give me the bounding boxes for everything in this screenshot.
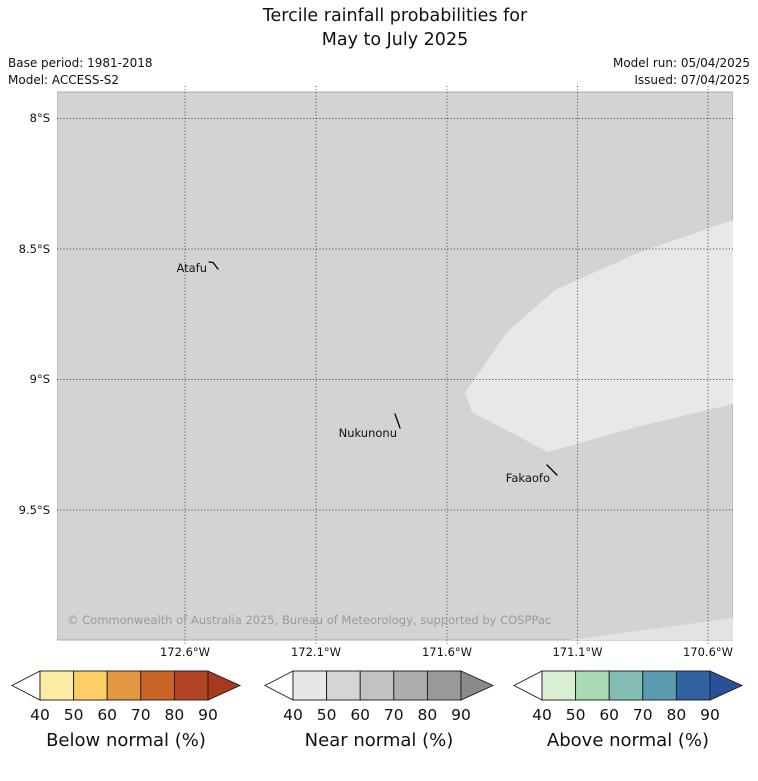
place-label-nukunonu: Nukunonu — [339, 426, 397, 440]
colorbar-segment — [106, 670, 142, 701]
lat-tick-8s: 8°S — [29, 111, 50, 125]
legend-tick: 40 — [30, 706, 50, 724]
lon-tick-172-1w: 172.1°W — [290, 645, 342, 659]
contour-region-light-sliver — [570, 618, 733, 640]
legend-tick: 50 — [316, 706, 337, 724]
title-line-2: May to July 2025 — [321, 30, 469, 50]
colorbar-segment — [173, 670, 209, 701]
legend-tick: 80 — [666, 706, 687, 724]
model-text: Model: ACCESS-S2 — [8, 72, 120, 87]
legend-tick: 90 — [451, 706, 471, 724]
colorbar-right-arrow-icon — [460, 670, 495, 701]
legend-tick: 70 — [632, 706, 653, 724]
legend-tick: 90 — [198, 706, 218, 724]
colorbar-segment — [292, 670, 328, 701]
legend-below-normal-colorbar — [11, 670, 242, 701]
lon-tick-171-1w: 171.1°W — [552, 645, 603, 659]
legend-tick: 70 — [130, 706, 151, 724]
legend-tick: 60 — [97, 706, 118, 724]
colorbar-left-arrow-icon — [513, 670, 543, 701]
issued-text: Issued: 07/04/2025 — [634, 72, 750, 87]
colorbar-left-arrow-icon — [264, 670, 294, 701]
legend-tick: 90 — [700, 706, 720, 724]
legend-tick: 70 — [383, 706, 404, 724]
place-label-fakaofo: Fakaofo — [506, 471, 550, 485]
legend-tick: 50 — [565, 706, 586, 724]
colorbar-segment — [326, 670, 361, 701]
colorbar-segment — [426, 670, 462, 701]
colorbar-segment — [359, 670, 395, 701]
legend-tick: 50 — [63, 706, 84, 724]
colorbar-segment — [140, 670, 175, 701]
legend-above-normal: 40 50 60 70 80 90 Above normal (%) — [512, 670, 756, 758]
place-label-atafu: Atafu — [176, 261, 207, 275]
lon-tick-172-6w: 172.6°W — [159, 645, 211, 659]
contour-region-light-wedge — [465, 220, 733, 452]
fakaofo-marker-icon — [546, 464, 558, 476]
legend-near-normal-colorbar — [264, 670, 495, 701]
colorbar-segment — [39, 670, 75, 701]
colorbar-right-arrow-icon — [709, 670, 744, 701]
lat-tick-9-5s: 9.5°S — [18, 503, 50, 517]
legend-tick: 80 — [417, 706, 438, 724]
colorbar-segment — [575, 670, 610, 701]
legend-tick: 80 — [164, 706, 185, 724]
legend-tick: 40 — [532, 706, 552, 724]
colorbar-segment — [541, 670, 577, 701]
legend-near-normal: 40 50 60 70 80 90 Near normal (%) — [263, 670, 507, 758]
nukunonu-marker-icon — [394, 413, 401, 429]
meta-left: Base period: 1981-2018 Model: ACCESS-S2 — [8, 55, 153, 88]
atoll-markers — [208, 261, 558, 476]
legend-below-normal-title: Below normal (%) — [46, 730, 206, 751]
legend-above-normal-colorbar — [513, 670, 744, 701]
colorbar-segment — [642, 670, 677, 701]
lat-tick-9s: 9°S — [29, 372, 50, 386]
atafu-marker-icon — [208, 261, 219, 270]
base-period-text: Base period: 1981-2018 — [8, 56, 153, 70]
page-title: Tercile rainfall probabilities for May t… — [57, 4, 733, 52]
colorbar-segment — [675, 670, 711, 701]
legend-above-normal-title: Above normal (%) — [546, 730, 710, 751]
legend-tick: 40 — [283, 706, 303, 724]
lat-tick-8-5s: 8.5°S — [18, 242, 50, 256]
colorbar-left-arrow-icon — [11, 670, 41, 701]
legend-below-normal: 40 50 60 70 80 90 Below normal (%) — [10, 670, 254, 758]
copyright-text: © Commonwealth of Australia 2025, Bureau… — [67, 613, 551, 627]
legend-near-normal-title: Near normal (%) — [304, 730, 454, 751]
graticule-meridians — [184, 86, 709, 646]
map-canvas: Atafu Nukunonu Fakaofo © Commonwealth of… — [57, 86, 733, 646]
colorbar-segment — [393, 670, 428, 701]
colorbar-segment — [608, 670, 644, 701]
title-line-1: Tercile rainfall probabilities for — [262, 6, 528, 26]
legend-tick: 60 — [350, 706, 371, 724]
legend-tick: 60 — [599, 706, 620, 724]
lon-tick-170-6w: 170.6°W — [682, 645, 734, 659]
meta-right: Model run: 05/04/2025 Issued: 07/04/2025 — [613, 55, 750, 88]
colorbar-right-arrow-icon — [207, 670, 242, 701]
model-run-text: Model run: 05/04/2025 — [612, 56, 750, 70]
colorbar-segment — [73, 670, 108, 701]
lon-tick-171-6w: 171.6°W — [421, 645, 473, 659]
